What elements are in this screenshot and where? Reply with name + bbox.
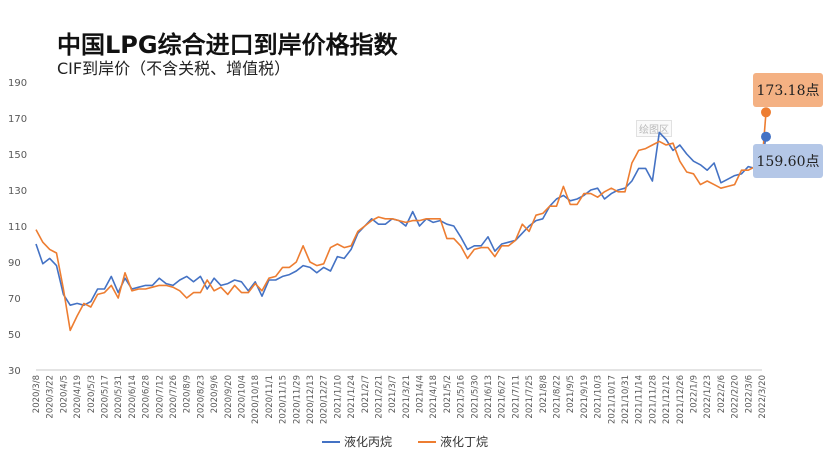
x-tick-label: 2021/1/10 bbox=[333, 375, 343, 419]
x-tick-label: 2020/12/13 bbox=[306, 375, 316, 424]
x-tick-label: 2021/3/21 bbox=[402, 375, 412, 419]
x-tick-label: 2021/7/25 bbox=[525, 375, 535, 419]
chart-title: 中国LPG综合进口到岸价格指数 bbox=[57, 31, 398, 59]
x-tick-label: 2021/6/27 bbox=[498, 375, 508, 419]
x-tick-label: 2021/10/31 bbox=[621, 375, 631, 424]
x-tick-label: 2021/9/5 bbox=[566, 375, 576, 413]
x-tick-label: 2020/5/17 bbox=[101, 375, 111, 419]
x-tick-label: 2020/5/3 bbox=[87, 375, 97, 413]
x-tick-label: 2021/2/21 bbox=[375, 375, 385, 419]
x-tick-label: 2020/11/1 bbox=[265, 375, 275, 419]
x-tick-label: 2020/3/8 bbox=[32, 375, 42, 413]
x-tick-label: 2021/8/8 bbox=[539, 375, 549, 413]
y-tick-label: 70 bbox=[8, 294, 21, 305]
x-tick-label: 2021/7/11 bbox=[511, 375, 521, 419]
x-tick-label: 2021/8/22 bbox=[553, 375, 563, 419]
plot-area-tag: 绘图区 bbox=[636, 120, 672, 137]
chart-subtitle: CIF到岸价（不含关税、增值税） bbox=[57, 59, 291, 78]
x-tick-label: 2020/10/4 bbox=[238, 375, 248, 419]
butane-value-callout bbox=[753, 73, 823, 107]
y-tick-label: 110 bbox=[8, 222, 27, 233]
x-tick-label: 2020/8/23 bbox=[196, 375, 206, 419]
x-tick-label: 2021/1/24 bbox=[347, 375, 357, 419]
y-tick-label: 150 bbox=[8, 150, 27, 161]
series-end-point bbox=[761, 107, 771, 118]
x-tick-label: 2021/11/28 bbox=[648, 375, 658, 424]
x-tick-label: 2020/9/20 bbox=[224, 375, 234, 419]
legend-label: 液化丁烷 bbox=[440, 434, 488, 449]
x-tick-label: 2020/9/6 bbox=[210, 375, 220, 413]
x-tick-label: 2021/4/18 bbox=[429, 375, 439, 419]
series-end-point bbox=[761, 131, 771, 142]
x-tick-label: 2021/12/12 bbox=[662, 375, 672, 424]
x-tick-label: 2020/6/14 bbox=[128, 375, 138, 419]
x-tick-label: 2022/3/20 bbox=[758, 375, 768, 419]
y-tick-label: 30 bbox=[8, 366, 21, 377]
x-tick-label: 2022/1/23 bbox=[703, 375, 713, 419]
x-tick-label: 2021/11/14 bbox=[635, 375, 645, 424]
y-tick-label: 130 bbox=[8, 186, 27, 197]
x-tick-label: 2021/12/26 bbox=[676, 375, 686, 424]
x-tick-label: 2020/7/26 bbox=[169, 375, 179, 419]
x-tick-label: 2020/4/5 bbox=[59, 375, 69, 413]
end-value-label: 173.18点 bbox=[757, 83, 820, 99]
x-tick-label: 2020/10/18 bbox=[251, 375, 261, 424]
x-tick-label: 2021/5/30 bbox=[470, 375, 480, 419]
y-tick-label: 170 bbox=[8, 114, 27, 125]
x-tick-label: 2021/9/19 bbox=[580, 375, 590, 419]
x-tick-label: 2021/10/17 bbox=[607, 375, 617, 424]
x-tick-label: 2020/3/22 bbox=[46, 375, 56, 419]
x-tick-label: 2020/5/31 bbox=[114, 375, 124, 419]
x-tick-label: 2021/2/7 bbox=[361, 375, 371, 413]
legend-label: 液化丙烷 bbox=[344, 434, 392, 449]
x-tick-label: 2021/5/2 bbox=[443, 375, 453, 413]
x-tick-label: 2020/11/29 bbox=[292, 375, 302, 424]
x-tick-label: 2021/10/3 bbox=[594, 375, 604, 419]
x-tick-label: 2020/8/9 bbox=[183, 375, 193, 413]
x-tick-label: 2022/2/6 bbox=[717, 375, 727, 413]
x-tick-label: 2022/3/6 bbox=[744, 375, 754, 413]
x-tick-label: 2022/1/9 bbox=[690, 375, 700, 413]
end-value-label: 159.60点 bbox=[757, 154, 820, 170]
series-line-propane bbox=[35, 131, 763, 306]
x-tick-label: 2021/5/16 bbox=[457, 375, 467, 419]
y-tick-label: 90 bbox=[8, 258, 21, 269]
x-tick-label: 2022/2/20 bbox=[731, 375, 741, 419]
x-tick-label: 2021/3/7 bbox=[388, 375, 398, 413]
x-tick-label: 2020/7/12 bbox=[155, 375, 165, 419]
y-tick-label: 50 bbox=[8, 330, 21, 341]
x-tick-label: 2020/12/27 bbox=[320, 375, 330, 424]
x-tick-label: 2020/6/28 bbox=[142, 375, 152, 419]
x-tick-label: 2020/4/19 bbox=[73, 375, 83, 419]
x-tick-label: 2021/4/4 bbox=[416, 375, 426, 413]
propane-value-callout bbox=[753, 144, 823, 178]
y-tick-label: 190 bbox=[8, 78, 27, 89]
series-line-butane bbox=[35, 140, 763, 332]
x-tick-label: 2021/6/13 bbox=[484, 375, 494, 419]
x-tick-label: 2020/11/15 bbox=[279, 375, 289, 424]
